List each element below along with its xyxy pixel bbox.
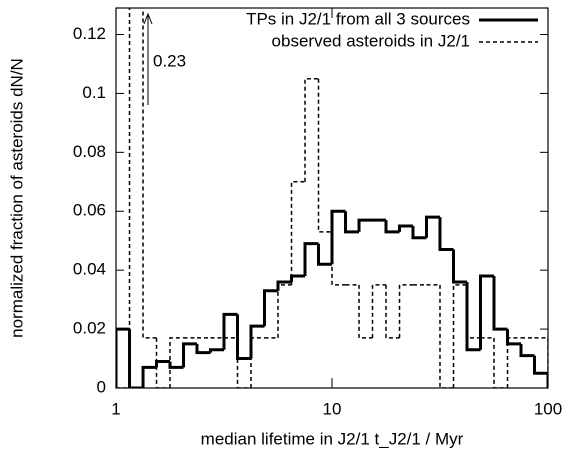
legend-label: TPs in J2/1 from all 3 sources xyxy=(246,9,470,28)
histogram-step xyxy=(317,243,332,266)
histogram-step xyxy=(357,218,373,232)
histogram-step xyxy=(155,359,170,368)
histogram-step xyxy=(290,181,306,285)
histogram-step xyxy=(506,337,522,388)
histogram-step xyxy=(358,284,373,339)
histogram-step xyxy=(168,361,184,369)
histogram-step xyxy=(277,284,292,338)
histogram-step xyxy=(195,343,211,355)
histogram-step xyxy=(411,225,427,240)
annotation-arrowhead xyxy=(143,12,153,25)
histogram-step xyxy=(222,312,238,350)
histogram-step xyxy=(452,249,468,284)
y-tick-label: 0.02 xyxy=(73,319,106,338)
histogram-step xyxy=(128,329,144,388)
histogram-step xyxy=(303,242,319,277)
histogram-step xyxy=(398,224,413,232)
legend-label: observed asteroids in J2/1 xyxy=(272,31,470,50)
histogram-step xyxy=(276,280,292,291)
histogram-step xyxy=(304,77,319,182)
histogram-step xyxy=(398,284,413,338)
histogram-step xyxy=(331,231,346,286)
histogram-step xyxy=(141,365,157,388)
histogram-step xyxy=(290,274,306,282)
histogram-step xyxy=(116,327,130,388)
histogram-step xyxy=(250,337,265,388)
histogram-step xyxy=(439,284,454,388)
histogram-step xyxy=(424,215,440,238)
histogram-step xyxy=(371,284,386,338)
histogram-step xyxy=(344,211,360,234)
y-tick-label: 0.06 xyxy=(73,201,106,220)
histogram-step xyxy=(493,337,508,388)
histogram-step xyxy=(465,281,481,352)
histogram-step xyxy=(452,284,468,388)
histogram-step xyxy=(236,337,252,388)
histogram-step xyxy=(330,209,346,265)
x-tick-label: 100 xyxy=(534,399,562,418)
y-tick-label: 0.04 xyxy=(73,260,106,279)
plot-area xyxy=(116,8,548,388)
histogram-step xyxy=(236,314,252,361)
histogram-step xyxy=(438,217,454,252)
histogram-step xyxy=(128,8,131,388)
histogram-step xyxy=(182,342,197,368)
histogram-step xyxy=(384,220,400,234)
x-axis-label: median lifetime in J2/1 t_J2/1 / Myr xyxy=(201,429,464,448)
x-tick-label: 10 xyxy=(323,399,342,418)
histogram-step xyxy=(155,337,170,388)
histogram-step xyxy=(249,324,265,359)
y-tick-label: 0.1 xyxy=(82,83,106,102)
histogram-step xyxy=(208,348,224,353)
histogram-step xyxy=(263,289,278,327)
histogram-step xyxy=(534,337,548,388)
histogram-step xyxy=(466,284,481,339)
histogram-step xyxy=(385,284,400,339)
histogram-step xyxy=(169,337,184,388)
y-axis-label: normalized fraction of asteroids dN/N xyxy=(7,58,26,338)
histogram-step xyxy=(533,355,548,388)
histogram-step xyxy=(519,343,535,358)
y-tick-label: 0 xyxy=(97,377,106,396)
histogram-step xyxy=(479,274,494,350)
y-tick-label: 0.12 xyxy=(73,24,106,43)
y-tick-label: 0.08 xyxy=(73,142,106,161)
annotation: 0.23 xyxy=(153,51,186,70)
x-tick-label: 1 xyxy=(111,399,120,418)
histogram-step xyxy=(506,329,522,346)
histogram-step xyxy=(492,276,508,331)
histogram-step xyxy=(317,78,332,233)
